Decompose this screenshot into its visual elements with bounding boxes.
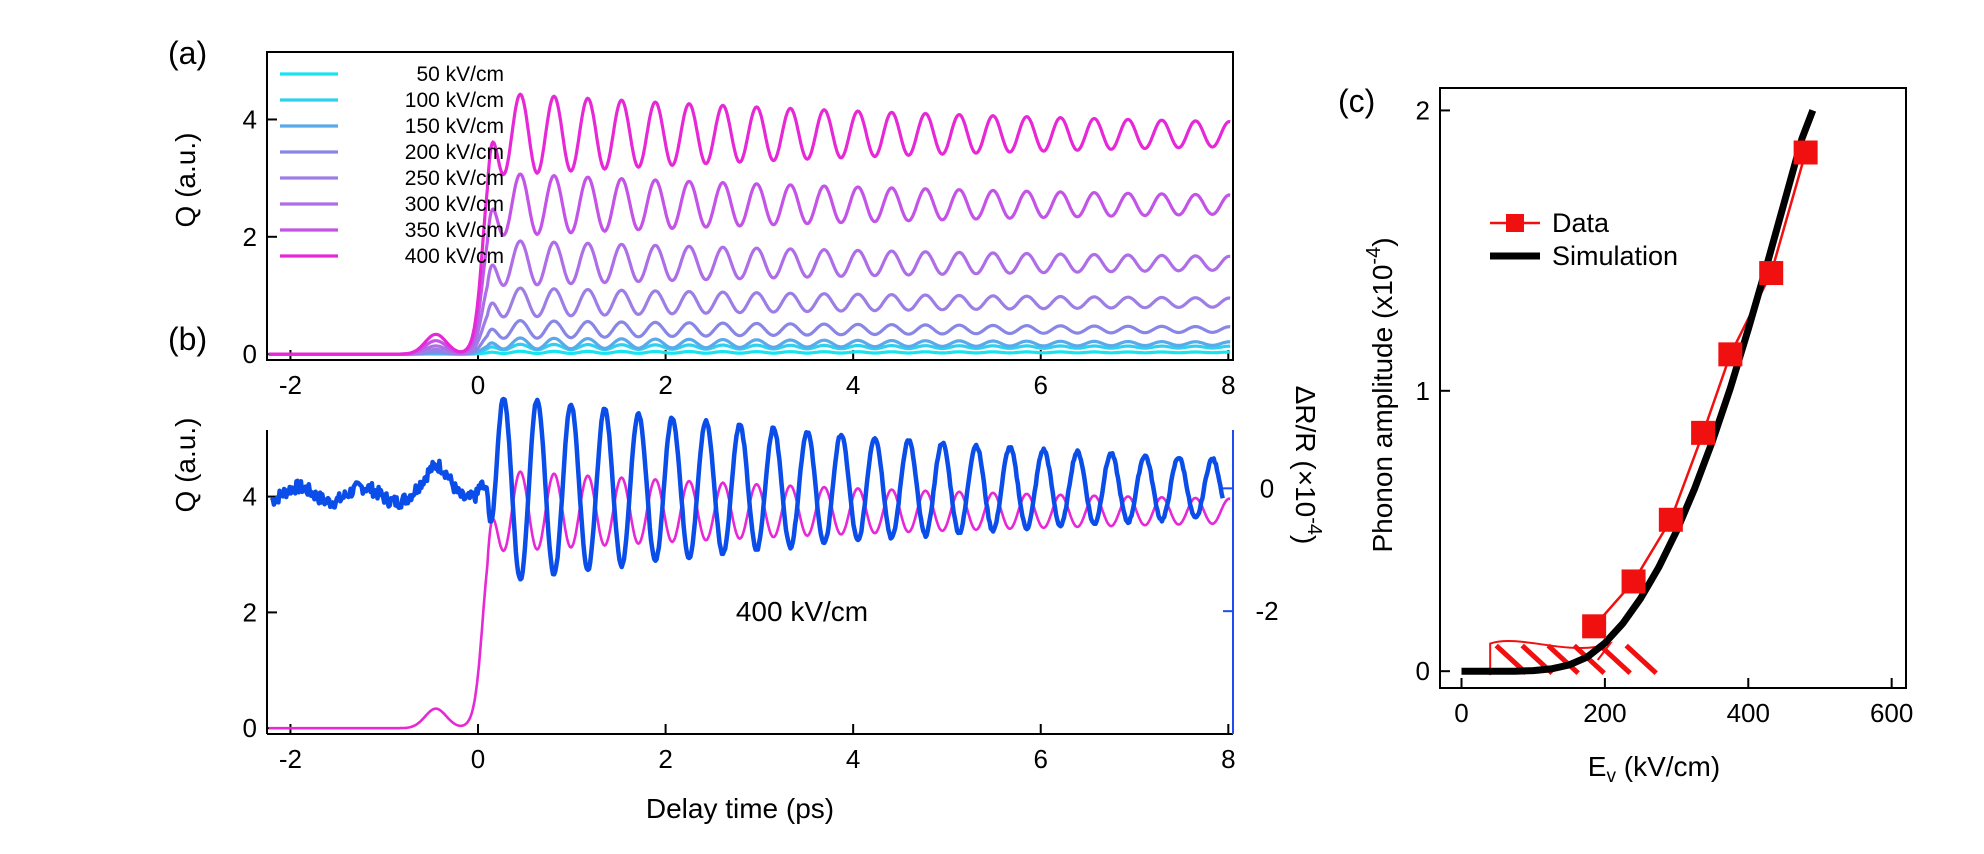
panel-a-ytick-label: 4 xyxy=(243,104,257,134)
panel-c-xtick-label: 200 xyxy=(1583,698,1626,728)
panel-b-y2tick-label: 0 xyxy=(1260,473,1274,503)
panel-c-ytick-label: 1 xyxy=(1416,376,1430,406)
panel-c-xtick-label: 600 xyxy=(1870,698,1913,728)
panel-a-legend-label: 100 kV/cm xyxy=(405,89,504,112)
panel-label-c: (c) xyxy=(1338,83,1375,119)
panel-a-xtick-label: 6 xyxy=(1034,370,1048,400)
panel-a-ticks: -2 0 2 4 6 8 0 2 4 xyxy=(243,104,1236,400)
panel-a-xtick-label: 2 xyxy=(658,370,672,400)
panel-b-right-ylabel-suffix: ) xyxy=(1290,535,1321,544)
panel-c-data-point xyxy=(1691,420,1716,445)
panel-b-xtick-label: 6 xyxy=(1034,744,1048,774)
panel-a-legend-label: 200 kV/cm xyxy=(405,141,504,164)
panel-b-ytick-label: 4 xyxy=(243,482,257,512)
panel-a-legend: 50 kV/cm 100 kV/cm 150 kV/cm 200 kV/cm 250 k… xyxy=(280,63,504,268)
panel-a-legend-label: 300 kV/cm xyxy=(405,193,504,216)
panel-b-ytick-label: 2 xyxy=(243,597,257,627)
panel-a-legend-label: 150 kV/cm xyxy=(405,115,504,138)
panel-b: (b) Q (a.u.) ΔR/R (×10-4) Delay time (ps… xyxy=(168,321,1325,824)
panel-a-frame xyxy=(266,51,1234,361)
panel-c-ylabel-exponent: -4 xyxy=(1363,247,1385,265)
panel-b-right-ylabel-exponent: -4 xyxy=(1303,517,1325,535)
panel-b-xlabel: Delay time (ps) xyxy=(646,793,834,824)
panel-c-legend-data-marker xyxy=(1506,214,1524,232)
panel-c-xtick-label: 0 xyxy=(1454,698,1468,728)
panel-a-xtick-label: 4 xyxy=(846,370,860,400)
panel-b-measured-line xyxy=(269,396,1225,582)
panel-a-series-400 xyxy=(268,92,1231,356)
panel-label-b: (b) xyxy=(168,321,207,357)
panel-c-data-point xyxy=(1793,140,1818,165)
panel-a-series-300 xyxy=(268,239,1231,356)
panel-b-series xyxy=(268,396,1231,730)
panel-b-right-ylabel: ΔR/R (×10-4) xyxy=(1290,386,1325,545)
panel-c-ytick-label: 2 xyxy=(1416,95,1430,125)
panel-c-frame xyxy=(1439,87,1907,689)
panel-a: (a) Q (a.u.) -2 0 2 4 6 8 0 2 4 50 kV/cm 100 kV/c… xyxy=(168,35,1236,400)
panel-c: (c) Phonon amplitude (x10-4) Ev (kV/cm) … xyxy=(1338,83,1913,787)
panel-a-xtick-label: 8 xyxy=(1221,370,1235,400)
panel-c-hatch-stroke xyxy=(1624,643,1658,676)
panel-b-xtick-label: 0 xyxy=(471,744,485,774)
panel-a-legend-label: 400 kV/cm xyxy=(405,245,504,268)
panel-c-xlabel-suffix: (kV/cm) xyxy=(1616,751,1720,782)
panel-c-data-point xyxy=(1621,569,1646,594)
panel-b-right-ylabel-main: ΔR/R (×10 xyxy=(1290,386,1321,518)
panel-c-series xyxy=(1461,109,1818,676)
panel-b-y2tick-label: -2 xyxy=(1255,596,1278,626)
panel-c-xlabel-subscript: v xyxy=(1606,766,1616,787)
panel-a-legend-label: 350 kV/cm xyxy=(405,219,504,242)
panel-a-series xyxy=(268,92,1231,356)
panel-b-ylabel: Q (a.u.) xyxy=(170,418,201,513)
panel-label-a: (a) xyxy=(168,35,207,71)
panel-c-xtick-label: 400 xyxy=(1727,698,1770,728)
panel-c-hatch-stroke xyxy=(1546,643,1580,676)
panel-c-data-line xyxy=(1593,152,1807,628)
panel-a-ytick-label: 2 xyxy=(243,222,257,252)
panel-b-xtick-label: 4 xyxy=(846,744,860,774)
panel-a-ylabel: Q (a.u.) xyxy=(170,133,201,228)
panel-c-legend-simulation-label: Simulation xyxy=(1552,241,1678,271)
panel-c-ticks: 0 200 400 600 0 1 2 xyxy=(1416,95,1914,728)
panel-c-ylabel-main: Phonon amplitude (x10 xyxy=(1367,265,1398,553)
panel-b-xtick-label: 2 xyxy=(658,744,672,774)
panel-c-data-point xyxy=(1718,342,1743,367)
panel-c-hatch-stroke xyxy=(1598,643,1632,676)
panel-b-xtick-label: 8 xyxy=(1221,744,1235,774)
panel-c-ylabel: Phonon amplitude (x10-4) xyxy=(1363,237,1398,552)
panel-b-ticks: -2 0 2 4 6 8 0 2 4 0 -2 xyxy=(243,473,1279,774)
panel-a-legend-label: 250 kV/cm xyxy=(405,167,504,190)
panel-c-ytick-label: 0 xyxy=(1416,656,1430,686)
panel-c-ylabel-suffix: ) xyxy=(1367,237,1398,246)
panel-a-ytick-label: 0 xyxy=(243,339,257,369)
panel-b-annotation: 400 kV/cm xyxy=(736,596,868,627)
panel-a-series-350 xyxy=(268,172,1231,356)
panel-a-xtick-label: 0 xyxy=(471,370,485,400)
panel-a-legend-label: 50 kV/cm xyxy=(416,63,504,86)
panel-c-simulation-line xyxy=(1461,109,1817,675)
panel-c-data-point xyxy=(1759,261,1784,286)
panel-b-xtick-label: -2 xyxy=(279,744,302,774)
panel-b-ytick-label: 0 xyxy=(243,713,257,743)
panel-a-xtick-label: -2 xyxy=(279,370,302,400)
panel-c-legend-data-label: Data xyxy=(1552,208,1610,238)
panel-c-data-point xyxy=(1582,614,1607,639)
panel-a-series-250 xyxy=(268,286,1231,356)
panel-c-xlabel-main: E xyxy=(1588,751,1607,782)
panel-c-xlabel: Ev (kV/cm) xyxy=(1588,751,1720,787)
panel-c-data-point xyxy=(1658,507,1683,532)
panel-a-series-200 xyxy=(268,318,1231,356)
